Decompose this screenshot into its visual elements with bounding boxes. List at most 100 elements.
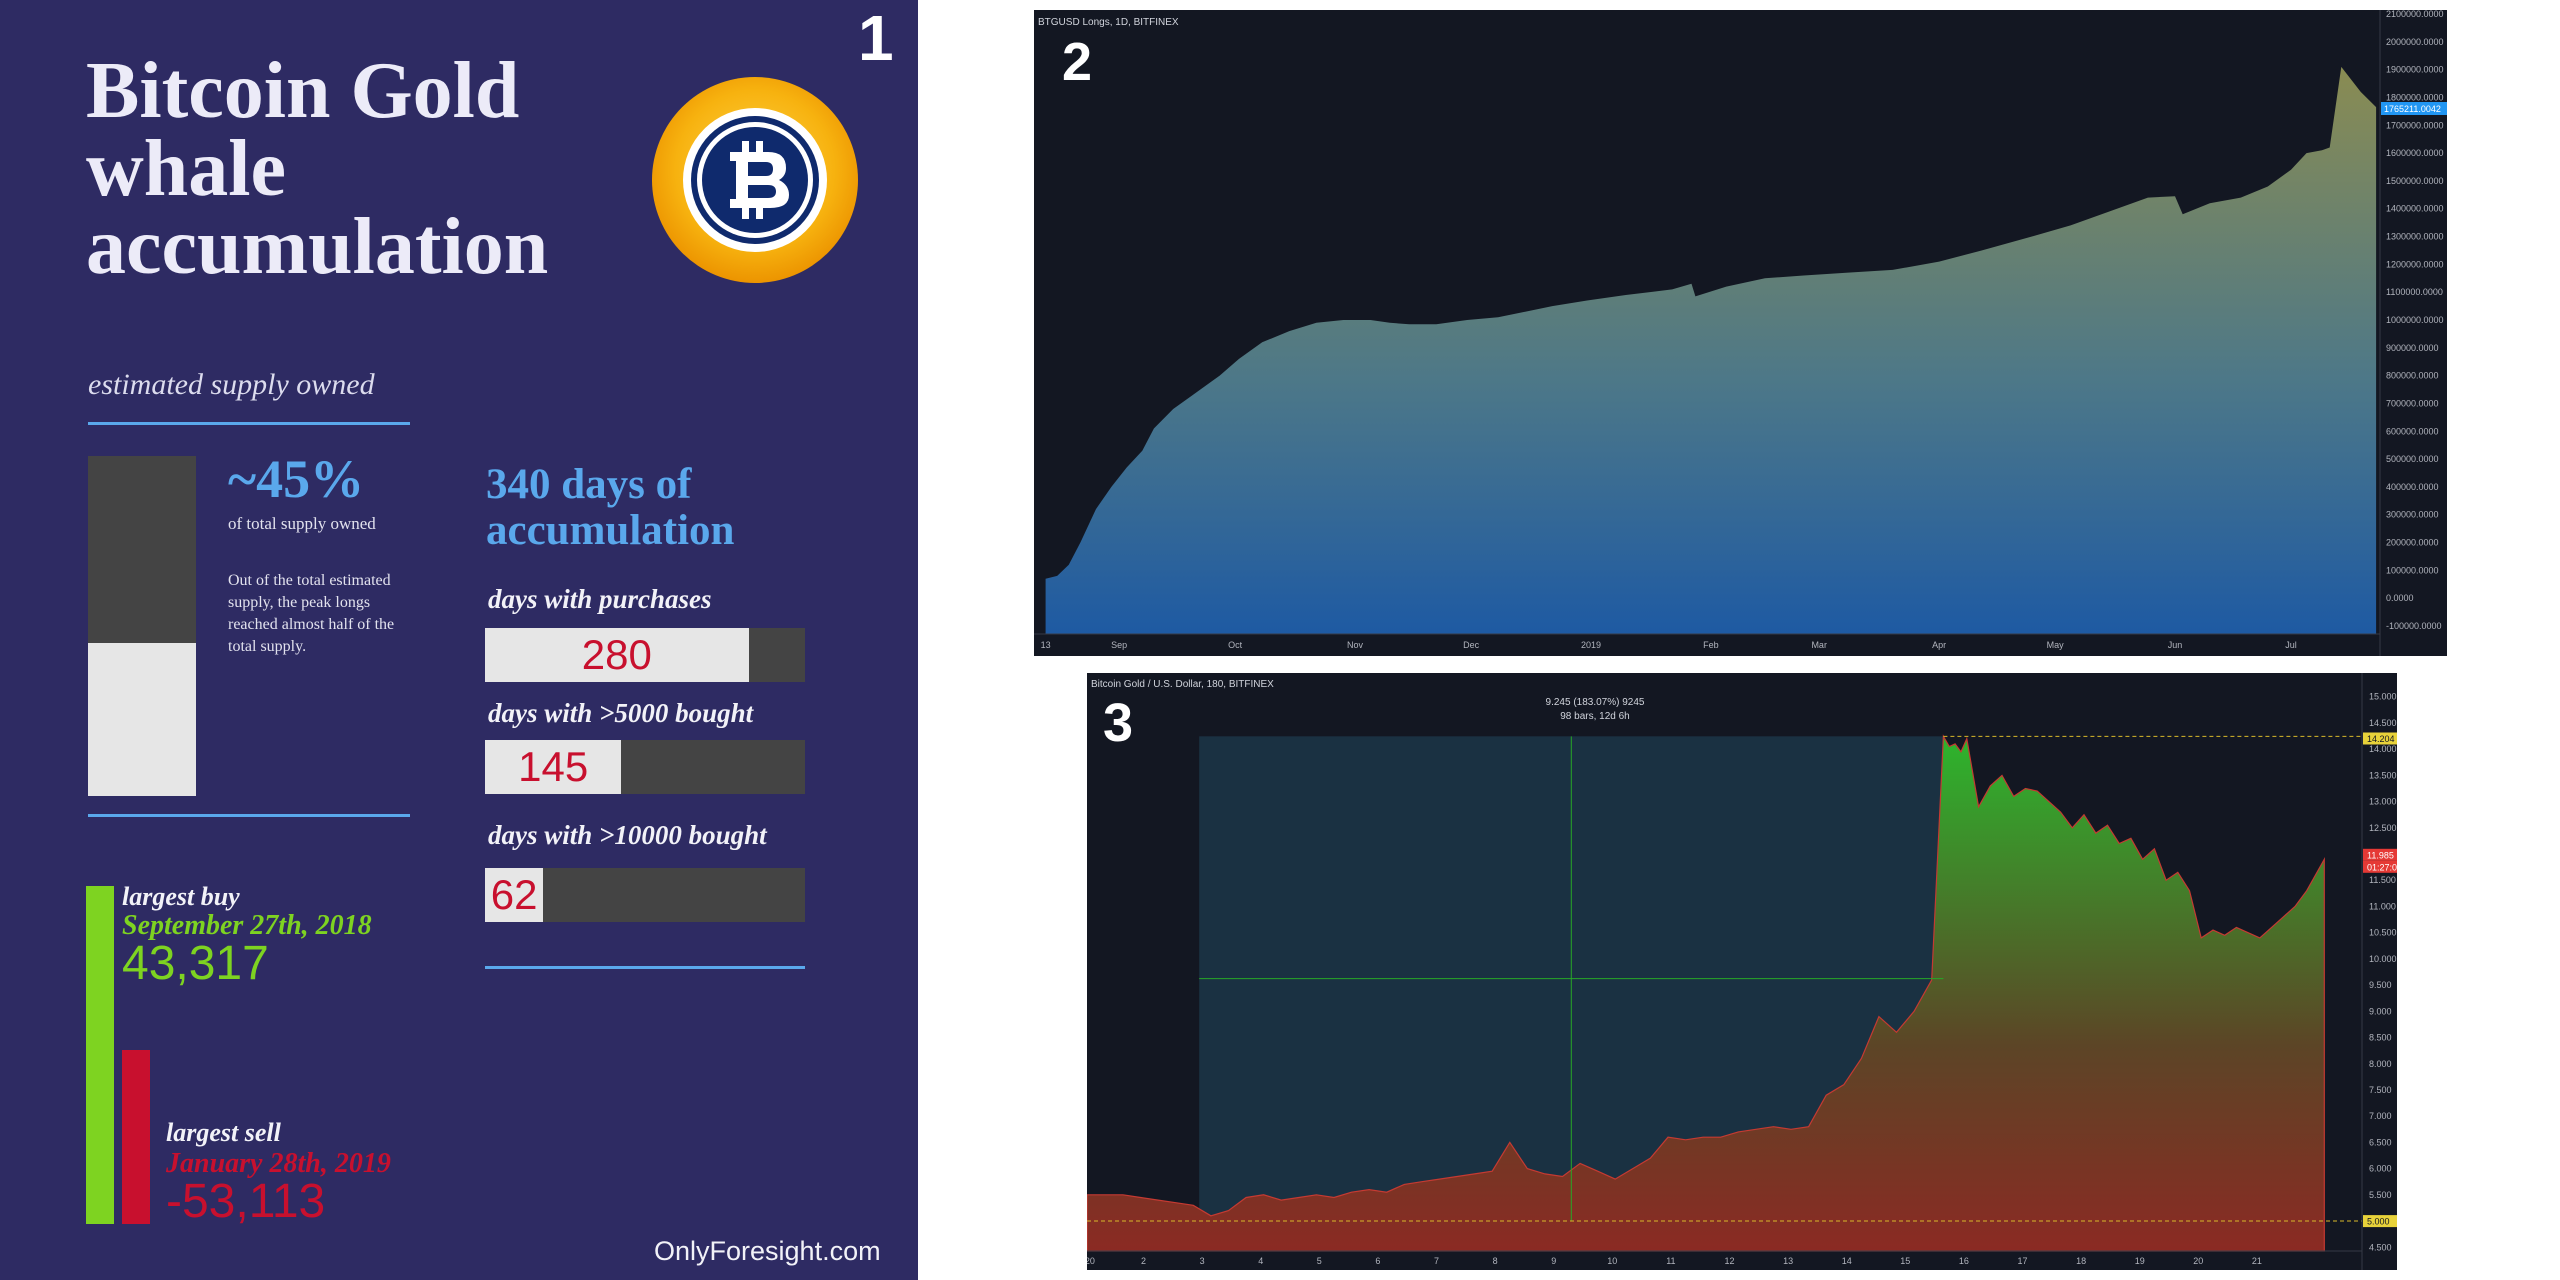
supply-percent: ~45% xyxy=(228,449,365,509)
price-label-marker xyxy=(2363,732,2397,745)
x-tick-label: 15 xyxy=(1900,1256,1910,1266)
price-chart: Bitcoin Gold / U.S. Dollar, 180, BITFINE… xyxy=(1087,673,2397,1270)
title-line: accumulation xyxy=(86,203,549,291)
x-tick-label: 21 xyxy=(2252,1256,2262,1266)
price-label: 5.000 xyxy=(2367,1217,2390,1227)
x-tick-label: Feb xyxy=(1703,640,1719,650)
x-tick-label: May xyxy=(2047,640,2065,650)
price-area-series xyxy=(1087,734,2325,1252)
y-axis-ticks: 15.00014.50014.00013.50013.00012.50012.0… xyxy=(2369,692,2397,1253)
stat-value: 145 xyxy=(518,743,589,790)
x-tick-label: 11 xyxy=(1666,1256,1675,1266)
y-tick-label: 500000.0000 xyxy=(2386,454,2439,464)
x-tick-label: Jul xyxy=(2285,640,2297,650)
longs-area-series xyxy=(1045,66,2377,634)
divider xyxy=(485,966,805,969)
y-tick-label: 11.500 xyxy=(2369,875,2396,885)
x-tick-label: 18 xyxy=(2076,1256,2086,1266)
site-credit: OnlyForesight.com xyxy=(654,1236,881,1266)
panel-number: 2 xyxy=(1062,32,1092,92)
price-label: 01:27:06 xyxy=(2367,862,2397,872)
chart-title: Bitcoin Gold / U.S. Dollar, 180, BITFINE… xyxy=(1091,679,1274,690)
y-tick-label: 1000000.0000 xyxy=(2386,315,2444,325)
chart-title: BTGUSD Longs, 1D, BITFINEX xyxy=(1038,17,1179,28)
stat-bar: 145 xyxy=(485,740,805,794)
stat-label: days with >10000 bought xyxy=(488,820,767,850)
y-tick-label: 900000.0000 xyxy=(2386,343,2439,353)
y-tick-label: -100000.0000 xyxy=(2386,621,2442,631)
x-tick-label: Nov xyxy=(1347,640,1364,650)
y-tick-label: 10.500 xyxy=(2369,928,2397,938)
x-tick-label: 10 xyxy=(1607,1256,1617,1266)
y-axis-ticks: 2100000.0000 2000000.0000 1900000.0000 1800… xyxy=(2386,10,2444,631)
price-label: 11.985 xyxy=(2367,850,2394,860)
x-tick-label: 20 xyxy=(2193,1256,2203,1266)
x-tick-label: 9 xyxy=(1551,1256,1556,1266)
x-tick-label: 13 xyxy=(1783,1256,1793,1266)
y-tick-label: 4.500 xyxy=(2369,1242,2392,1252)
bitcoin-gold-logo-icon xyxy=(652,77,858,283)
y-tick-label: 2100000.0000 xyxy=(2386,10,2444,19)
last-value-label: 1765211.0042 xyxy=(2384,104,2441,114)
y-tick-label: 1600000.0000 xyxy=(2386,148,2444,158)
days-heading: 340 days of accumulation xyxy=(486,461,735,554)
stat-bar-fill xyxy=(485,740,622,794)
y-tick-label: 1100000.0000 xyxy=(2386,287,2443,297)
x-tick-label: 17 xyxy=(2017,1256,2027,1266)
largest-sell-label: largest sell xyxy=(166,1118,281,1147)
x-tick-label: Apr xyxy=(1932,640,1946,650)
x-tick-label: Jun xyxy=(2168,640,2183,650)
price-label-marker xyxy=(2363,848,2397,861)
y-tick-label: 9.500 xyxy=(2369,980,2392,990)
title-line: whale xyxy=(86,125,286,213)
y-tick-label: 9.000 xyxy=(2369,1006,2392,1016)
y-tick-label: 800000.0000 xyxy=(2386,371,2439,381)
y-tick-label: 1900000.0000 xyxy=(2386,65,2444,75)
y-tick-label: 6.000 xyxy=(2369,1164,2392,1174)
stat-label: days with purchases xyxy=(488,584,712,614)
x-tick-label: Dec xyxy=(1463,640,1480,650)
panel-number: 3 xyxy=(1103,693,1133,753)
y-tick-label: 0.0000 xyxy=(2386,593,2414,603)
y-tick-label: 1200000.0000 xyxy=(2386,259,2444,269)
x-tick-label: 5 xyxy=(1317,1256,1322,1266)
largest-buy-label: largest buy xyxy=(122,882,240,911)
supply-bar-fill xyxy=(88,643,196,796)
y-tick-label: 8.500 xyxy=(2369,1033,2392,1043)
x-tick-label: 4 xyxy=(1258,1256,1263,1266)
stat-bar-fill xyxy=(485,628,749,682)
largest-sell-value: -53,113 xyxy=(166,1175,326,1228)
stat-bar: 62 xyxy=(485,868,805,922)
x-tick-label: 8 xyxy=(1493,1256,1498,1266)
y-tick-label: 300000.0000 xyxy=(2386,510,2439,520)
x-tick-label: 12 xyxy=(1724,1256,1734,1266)
x-tick-label: 3 xyxy=(1200,1256,1205,1266)
y-tick-label: 2000000.0000 xyxy=(2386,37,2444,47)
infographic-panel: 1 Bitcoin Gold whale accumulation estima… xyxy=(0,0,918,1280)
x-tick-label: 2 xyxy=(1141,1256,1146,1266)
largest-sell-date: January 28th, 2019 xyxy=(166,1148,391,1179)
y-tick-label: 7.000 xyxy=(2369,1111,2392,1121)
y-tick-label: 100000.0000 xyxy=(2386,565,2439,575)
y-tick-label: 1700000.0000 xyxy=(2386,120,2444,130)
y-tick-label: 14.000 xyxy=(2369,744,2397,754)
y-tick-label: 7.500 xyxy=(2369,1085,2392,1095)
measure-label: 9.245 (183.07%) 9245 xyxy=(1546,697,1645,708)
y-tick-label: 13.500 xyxy=(2369,770,2397,780)
x-tick-label: Oct xyxy=(1228,640,1243,650)
y-tick-label: 1800000.0000 xyxy=(2386,93,2444,103)
stat-label: days with >5000 bought xyxy=(488,698,754,728)
price-label-marker xyxy=(2363,860,2397,873)
longs-chart-panel: BTGUSD Longs, 1D, BITFINEX 2 2100000.000… xyxy=(1034,10,2447,656)
y-tick-label: 1400000.0000 xyxy=(2386,204,2444,214)
x-tick-label: 2020 xyxy=(1087,1256,1095,1266)
x-tick-label: 14 xyxy=(1842,1256,1852,1266)
x-tick-label: 13 xyxy=(1041,640,1051,650)
price-labels: 14.204 11.985 01:27:06 5.000 xyxy=(2363,732,2397,1228)
y-tick-label: 11.000 xyxy=(2369,902,2396,912)
measure-label: 98 bars, 12d 6h xyxy=(1560,711,1630,722)
panel-number: 1 xyxy=(858,2,894,74)
y-tick-label: 15.000 xyxy=(2369,692,2397,702)
x-tick-label: 2019 xyxy=(1581,640,1601,650)
y-tick-label: 200000.0000 xyxy=(2386,538,2439,548)
